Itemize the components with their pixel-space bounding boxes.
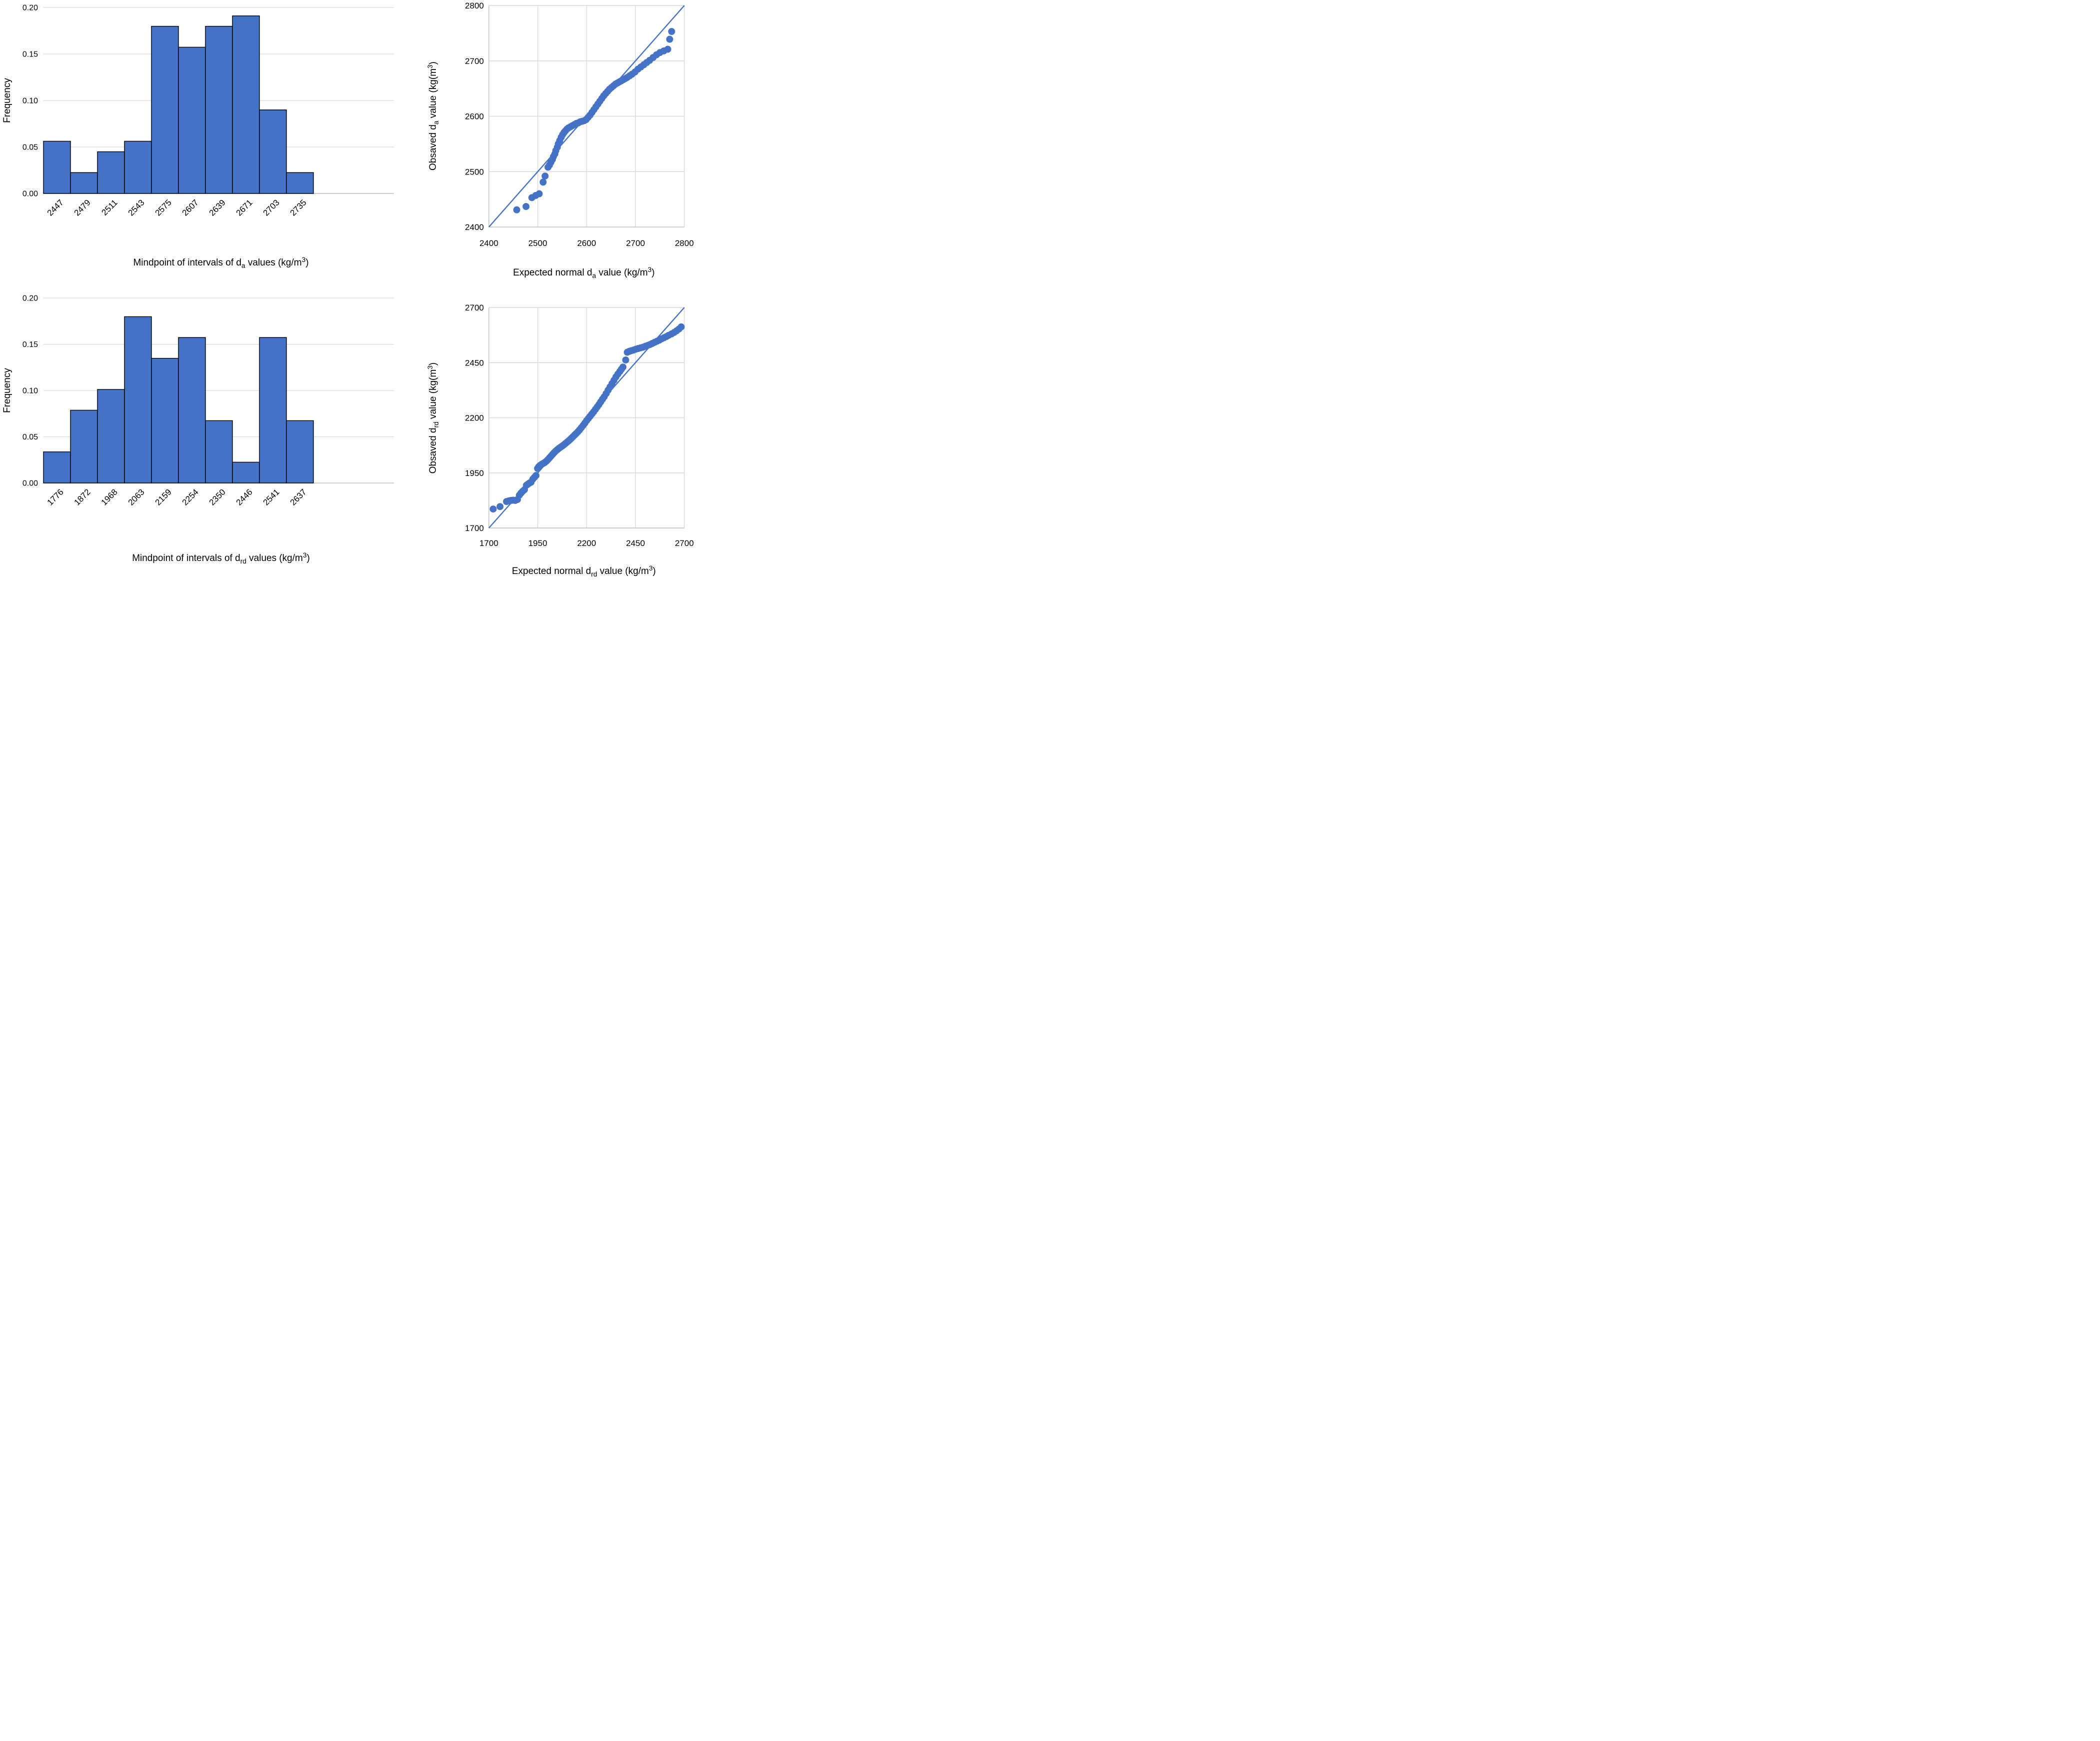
x-tick-label: 2541	[261, 487, 281, 507]
histogram-bar	[259, 337, 287, 484]
x-tick-label: 2450	[626, 538, 645, 548]
histogram-bar	[97, 151, 125, 194]
x-tick-label: 2254	[180, 487, 200, 507]
histogram-bar	[178, 46, 206, 194]
data-point	[664, 46, 671, 53]
hist-drd: 0.00 0.05 0.10 0.15 0.20 1776 1872 1968 2063 2159…	[2, 294, 394, 565]
histogram-bar	[43, 140, 71, 194]
y-axis-title: Obsaved da value (kg(m3)	[426, 62, 440, 170]
x-tick-label: 2446	[234, 487, 254, 507]
x-tick-label: 2159	[153, 487, 173, 507]
y-axis-title: Obsaved drd value (kg(m3)	[426, 362, 440, 474]
y-tick-label: 2200	[465, 414, 484, 423]
x-tick-label: 2200	[577, 538, 596, 548]
histogram-bar	[205, 26, 233, 194]
data-point	[619, 364, 627, 371]
y-axis-title: Frequency	[2, 368, 12, 413]
x-tick-label: 2400	[479, 238, 498, 248]
y-tick-label: 0.05	[22, 144, 38, 152]
y-tick-label: 2800	[465, 1, 484, 10]
histogram-bar	[286, 172, 314, 194]
y-tick-label: 2600	[465, 112, 484, 122]
x-axis-title: Mindpoint of intervals of da values (kg/…	[133, 256, 308, 270]
y-tick-label: 2700	[465, 303, 484, 312]
data-point	[668, 28, 675, 36]
x-tick-label: 2671	[234, 198, 254, 218]
histogram-bar	[259, 110, 287, 194]
x-tick-label: 2500	[528, 238, 547, 248]
x-axis-title: Mindpoint of intervals of drd values (kg…	[132, 552, 310, 565]
histogram-bar	[286, 420, 314, 484]
data-point	[677, 323, 685, 330]
histogram-bar	[70, 172, 98, 194]
data-point	[532, 472, 540, 480]
data-point	[489, 506, 497, 513]
x-tick-label: 2700	[626, 238, 645, 248]
x-tick-label: 2735	[288, 198, 308, 218]
x-tick-label: 2575	[153, 198, 173, 218]
qq-da: 2400 2500 2600 2700 2800 2400 2500 2600 2700 2800…	[426, 1, 694, 280]
y-tick-label: 2400	[465, 222, 484, 232]
x-tick-label: 1968	[99, 487, 119, 507]
x-axis-title: Expected normal drd value (kg/m3)	[512, 564, 656, 578]
histogram-bar	[43, 451, 71, 484]
x-tick-label: 1776	[45, 487, 65, 507]
y-tick-label: 1700	[465, 524, 484, 533]
data-point	[539, 178, 547, 186]
x-tick-label: 2639	[207, 198, 227, 218]
data-point	[622, 356, 629, 364]
x-tick-label: 2511	[100, 198, 119, 217]
histogram-bar	[124, 316, 152, 484]
x-tick-label: 2800	[675, 238, 694, 248]
statistical-figure-panel: 0.00 0.05 0.10 0.15 0.20 2447 2479 2511 2543 2575…	[0, 0, 700, 580]
histogram-bar	[151, 26, 179, 194]
x-tick-label: 1700	[479, 538, 498, 548]
x-tick-label: 2600	[577, 238, 596, 248]
x-tick-label: 1872	[72, 487, 92, 507]
histogram-bar	[124, 140, 152, 194]
data-point	[522, 203, 530, 210]
x-tick-label: 2637	[288, 487, 308, 507]
x-tick-label: 2350	[207, 487, 227, 507]
x-tick-label: 1950	[528, 538, 547, 548]
x-tick-label: 2700	[675, 538, 694, 548]
data-point	[496, 503, 504, 510]
x-tick-label: 2607	[180, 198, 200, 218]
y-tick-label: 0.20	[22, 4, 38, 12]
y-tick-label: 0.00	[22, 480, 38, 488]
x-tick-label: 2063	[126, 487, 146, 507]
y-tick-label: 0.10	[22, 387, 38, 396]
histogram-bar	[70, 410, 98, 484]
y-tick-label: 2450	[465, 358, 484, 368]
x-axis-title: Expected normal da value (kg/m3)	[513, 266, 654, 280]
y-tick-label: 2700	[465, 56, 484, 66]
histogram-bar	[178, 337, 206, 484]
histogram-bar	[97, 389, 125, 484]
y-tick-label: 0.20	[22, 294, 38, 303]
data-point	[666, 36, 673, 43]
data-point	[535, 190, 543, 198]
data-point	[541, 172, 549, 180]
data-point	[513, 206, 520, 214]
y-axis-title: Frequency	[2, 78, 12, 123]
histogram-bar	[151, 358, 179, 484]
y-tick-label: 0.10	[22, 97, 38, 106]
hist-da: 0.00 0.05 0.10 0.15 0.20 2447 2479 2511 2543 2575…	[2, 4, 394, 270]
qq-drd: 1700 1950 2200 2450 2700 1700 1950 2200 2450 2700…	[426, 303, 694, 578]
x-tick-label: 2543	[126, 198, 146, 218]
x-tick-label: 2479	[72, 198, 92, 218]
y-tick-label: 0.15	[22, 340, 38, 349]
y-tick-label: 1950	[465, 468, 484, 478]
histogram-bar	[205, 420, 233, 484]
charts-canvas: 0.00 0.05 0.10 0.15 0.20 2447 2479 2511 2543 2575…	[2, 1, 694, 578]
y-tick-label: 2500	[465, 167, 484, 176]
y-tick-label: 0.05	[22, 433, 38, 442]
histogram-bar	[232, 16, 260, 194]
y-tick-label: 0.00	[22, 190, 38, 198]
histogram-bar	[232, 462, 260, 484]
x-tick-label: 2703	[261, 198, 281, 218]
y-tick-label: 0.15	[22, 50, 38, 59]
x-tick-label: 2447	[45, 198, 65, 218]
